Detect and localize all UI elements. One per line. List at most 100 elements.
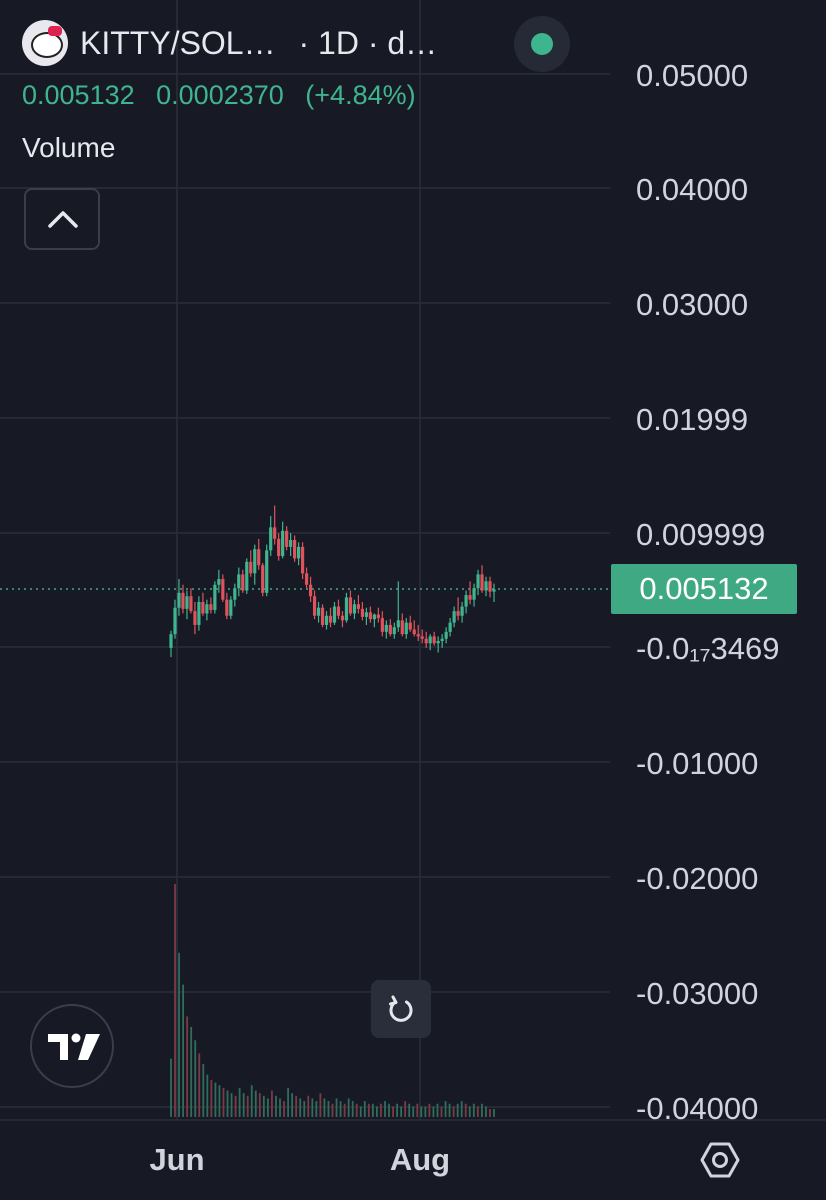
- volume-bar: [347, 1098, 350, 1117]
- candle-body: [404, 622, 408, 635]
- candle-body: [185, 596, 189, 609]
- candle-body: [428, 636, 432, 644]
- candle-body: [177, 592, 181, 608]
- volume-bar: [214, 1082, 217, 1117]
- live-status-indicator[interactable]: [514, 16, 570, 72]
- candle-body: [360, 608, 365, 617]
- candle-body: [213, 584, 217, 611]
- volume-bar: [371, 1103, 374, 1117]
- volume-indicator-label[interactable]: Volume: [22, 132, 116, 163]
- candle-body: [217, 579, 221, 585]
- interval-info: · 1D · d…: [298, 24, 438, 61]
- candle-body: [281, 530, 285, 557]
- volume-bar: [343, 1103, 346, 1117]
- candle-body: [245, 561, 249, 591]
- settings-icon[interactable]: [700, 1140, 740, 1180]
- candle-body: [476, 574, 480, 589]
- volume-bar: [432, 1106, 435, 1117]
- symbol-title[interactable]: KITTY/SOL… · 1D · d…: [80, 25, 437, 62]
- volume-bar: [363, 1101, 366, 1117]
- volume-bar: [307, 1095, 310, 1117]
- candle-body: [356, 604, 361, 609]
- candle-body: [169, 634, 173, 648]
- volume-bar: [327, 1101, 330, 1117]
- candle-body: [193, 611, 197, 625]
- volume-bar: [174, 883, 176, 1117]
- volume-bar: [206, 1074, 209, 1117]
- volume-bar: [493, 1109, 495, 1117]
- volume-bar: [428, 1103, 431, 1117]
- candle-body: [273, 527, 277, 539]
- price-change-percent: (+4.84%): [305, 80, 416, 110]
- candle-body: [293, 539, 297, 559]
- volume-bar: [218, 1085, 221, 1117]
- volume-bar: [412, 1106, 415, 1117]
- y-axis-tick-label: -0.02000: [636, 861, 758, 896]
- candle-body: [201, 601, 205, 614]
- volume-bar: [319, 1093, 322, 1117]
- volume-bar: [448, 1103, 451, 1117]
- volume-bar: [444, 1101, 447, 1117]
- volume-bar: [351, 1101, 354, 1117]
- volume-bar: [190, 1026, 193, 1117]
- volume-bar: [404, 1101, 407, 1117]
- candle-body: [249, 561, 253, 574]
- volume-bar: [384, 1101, 386, 1117]
- volume-bar: [367, 1103, 370, 1117]
- candle-body: [460, 606, 464, 616]
- volume-bar: [303, 1101, 306, 1117]
- candle-body: [492, 589, 496, 592]
- y-axis-tick-label: -0.0₁₇3469: [636, 631, 780, 666]
- volume-bar: [202, 1064, 205, 1117]
- y-axis-tick-label: -0.04000: [636, 1091, 758, 1126]
- volume-bar: [262, 1095, 265, 1117]
- tradingview-logo[interactable]: [30, 1004, 114, 1088]
- candle-body: [328, 615, 333, 623]
- volume-bar: [254, 1090, 257, 1117]
- volume-bar: [246, 1095, 249, 1117]
- candle-body: [408, 622, 412, 630]
- candle-body: [225, 599, 229, 616]
- reset-chart-button[interactable]: [371, 980, 431, 1038]
- candle-body: [316, 607, 321, 616]
- collapse-indicators-button[interactable]: [24, 188, 100, 250]
- candle-body: [324, 615, 329, 625]
- last-price: 0.005132: [22, 80, 135, 110]
- candle-body: [372, 614, 376, 620]
- volume-bar: [299, 1098, 302, 1117]
- candle-body: [420, 636, 424, 639]
- volume-bar: [242, 1093, 245, 1117]
- volume-bar: [295, 1095, 298, 1117]
- candle-body: [480, 574, 484, 591]
- volume-bar: [198, 1053, 201, 1117]
- candle-body: [265, 550, 269, 593]
- volume-bar: [178, 952, 180, 1117]
- candle-body: [257, 549, 261, 566]
- volume-bar: [456, 1103, 459, 1117]
- x-axis-tick-label: Aug: [390, 1142, 450, 1177]
- volume-bar: [323, 1098, 326, 1117]
- volume-bar: [396, 1103, 398, 1117]
- symbol-row[interactable]: KITTY/SOL… · 1D · d…: [22, 18, 437, 68]
- candle-body: [452, 611, 456, 623]
- volume-bar: [400, 1106, 403, 1117]
- volume-bar: [238, 1087, 241, 1117]
- volume-bar: [355, 1103, 358, 1117]
- volume-bar: [335, 1098, 338, 1117]
- volume-bar: [315, 1101, 318, 1117]
- volume-bar: [291, 1093, 294, 1117]
- hello-kitty-avatar: [22, 20, 68, 66]
- y-axis-tick-label: 0.009999: [636, 517, 765, 552]
- volume-bar: [339, 1101, 342, 1117]
- candle-body: [384, 624, 388, 632]
- candle-body: [209, 604, 213, 611]
- volume-bar: [210, 1079, 213, 1117]
- tradingview-logo-icon: [48, 1033, 100, 1060]
- volume-bar: [275, 1095, 277, 1117]
- volume-bar: [452, 1106, 455, 1117]
- volume-bar: [485, 1106, 487, 1117]
- live-dot-icon: [531, 33, 553, 55]
- volume-bar: [287, 1087, 289, 1117]
- volume-bar: [388, 1103, 390, 1117]
